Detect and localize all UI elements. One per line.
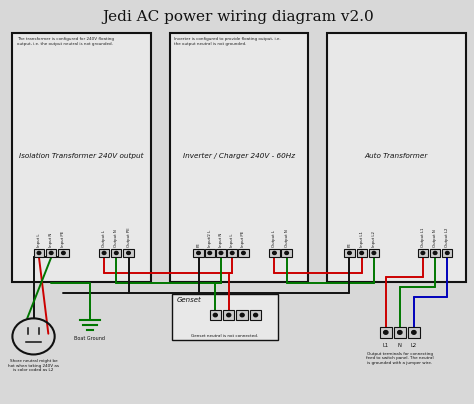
Text: Output N: Output N [285,229,289,246]
FancyBboxPatch shape [238,248,248,257]
Circle shape [273,251,276,255]
Text: The transformer is configured for 240V floating
output, i.e. the output neutral : The transformer is configured for 240V f… [17,38,114,46]
Text: Input PE: Input PE [62,230,65,246]
FancyBboxPatch shape [393,327,406,338]
FancyBboxPatch shape [34,248,44,257]
Text: PE: PE [197,242,201,246]
Text: Input L: Input L [230,233,234,246]
FancyBboxPatch shape [111,248,121,257]
FancyBboxPatch shape [210,310,221,320]
Text: Output L2: Output L2 [445,227,449,246]
Circle shape [62,251,65,255]
Circle shape [285,251,289,255]
Text: Shore neutral might be
hot when taking 240V as
is color coded as L2: Shore neutral might be hot when taking 2… [8,359,59,372]
FancyBboxPatch shape [193,248,204,257]
Circle shape [197,251,201,255]
Text: Genset neutral is not connected.: Genset neutral is not connected. [191,334,258,338]
Text: Output N: Output N [114,229,118,246]
Text: L1: L1 [383,343,389,347]
FancyBboxPatch shape [380,327,392,338]
FancyBboxPatch shape [237,310,248,320]
Circle shape [102,251,106,255]
Text: L2: L2 [411,343,417,347]
Circle shape [347,251,351,255]
Circle shape [213,314,217,317]
FancyBboxPatch shape [99,248,109,257]
FancyBboxPatch shape [250,310,261,320]
Circle shape [372,251,376,255]
Circle shape [230,251,234,255]
FancyBboxPatch shape [123,248,134,257]
Text: Input/2 L: Input/2 L [208,229,212,246]
Text: Output L1: Output L1 [421,227,425,246]
Text: Input L2: Input L2 [372,231,376,246]
Circle shape [398,330,402,334]
Text: Output PE: Output PE [127,227,130,246]
FancyBboxPatch shape [442,248,453,257]
FancyBboxPatch shape [430,248,440,257]
Circle shape [37,251,41,255]
Circle shape [242,251,245,255]
FancyBboxPatch shape [227,248,237,257]
Text: Input N: Input N [49,232,53,246]
Text: Inverter / Charger 240V - 60Hz: Inverter / Charger 240V - 60Hz [183,153,295,159]
Text: Output N: Output N [433,229,437,246]
FancyBboxPatch shape [205,248,215,257]
Text: Boat Ground: Boat Ground [74,336,105,341]
Text: Isolation Transformer 240V output: Isolation Transformer 240V output [19,153,144,159]
Text: Input L1: Input L1 [360,231,364,246]
FancyBboxPatch shape [356,248,367,257]
Text: Auto Transformer: Auto Transformer [365,153,428,159]
Text: Genset: Genset [177,297,201,303]
FancyBboxPatch shape [269,248,280,257]
Circle shape [383,330,388,334]
FancyBboxPatch shape [12,34,151,282]
Text: Input L: Input L [37,233,41,246]
FancyBboxPatch shape [282,248,292,257]
FancyBboxPatch shape [408,327,420,338]
Circle shape [446,251,449,255]
Text: Inverter is configured to provide floating output, i.e.
the output neutral is no: Inverter is configured to provide floati… [174,38,281,46]
Circle shape [127,251,130,255]
Circle shape [115,251,118,255]
Circle shape [360,251,364,255]
FancyBboxPatch shape [223,310,235,320]
Text: Input PE: Input PE [241,230,246,246]
Circle shape [49,251,53,255]
Circle shape [240,314,244,317]
Circle shape [254,314,257,317]
Circle shape [421,251,425,255]
FancyBboxPatch shape [172,294,278,341]
Circle shape [227,314,231,317]
FancyBboxPatch shape [344,248,355,257]
Circle shape [412,330,416,334]
Circle shape [433,251,437,255]
FancyBboxPatch shape [369,248,379,257]
Text: Jedi AC power wiring diagram v2.0: Jedi AC power wiring diagram v2.0 [102,11,374,24]
Text: PE: PE [347,242,351,246]
Text: Output L: Output L [273,229,276,246]
Text: Output terminals for connecting
feed to switch panel. The neutral
is grounded wi: Output terminals for connecting feed to … [366,351,434,365]
FancyBboxPatch shape [327,34,465,282]
FancyBboxPatch shape [170,34,308,282]
FancyBboxPatch shape [46,248,56,257]
FancyBboxPatch shape [58,248,69,257]
Circle shape [219,251,223,255]
FancyBboxPatch shape [216,248,226,257]
Text: Output L: Output L [102,229,106,246]
FancyBboxPatch shape [418,248,428,257]
Circle shape [208,251,211,255]
Text: N: N [398,343,402,347]
Text: Input N: Input N [219,232,223,246]
